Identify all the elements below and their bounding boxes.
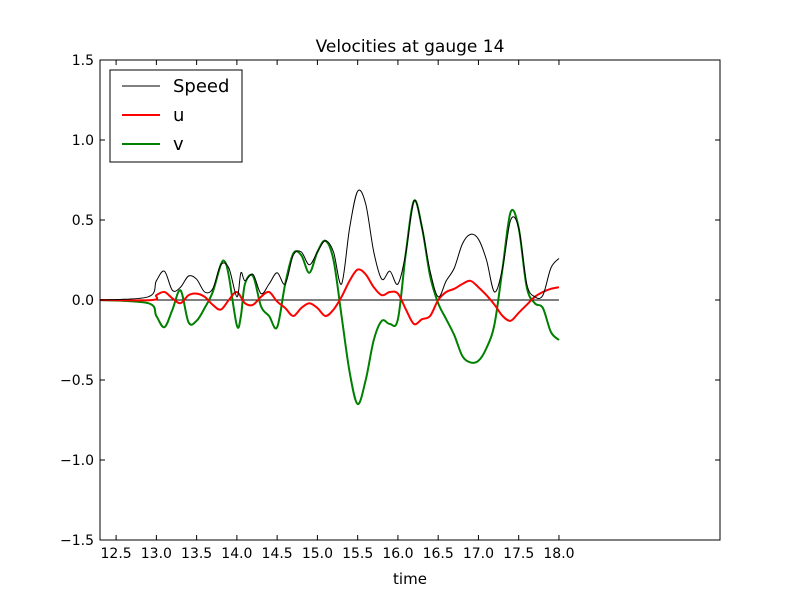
- y-tick-label: −1.0: [60, 453, 94, 469]
- x-axis-label: time: [393, 570, 427, 588]
- plot-area: 12.5 13.0 13.5 14.0 14.5 15.0 15.5 16.0 16.5 17.0…: [60, 53, 720, 562]
- chart-title: Velocities at gauge 14: [316, 37, 505, 57]
- series-line-u: [99, 268, 560, 326]
- y-tick-label: −1.5: [60, 533, 94, 549]
- legend-label-u: u: [173, 105, 184, 126]
- x-tick-label: 12.5: [101, 546, 132, 562]
- legend: Speed uv: [109, 69, 243, 163]
- x-tick-label: 14.5: [262, 546, 293, 562]
- x-tick-label: 17.5: [503, 546, 534, 562]
- plot-frame: [99, 59, 721, 541]
- x-tick-label: 16.0: [382, 546, 413, 562]
- y-tick-label: 1.0: [72, 133, 94, 149]
- y-tick-label: 1.5: [72, 53, 94, 69]
- x-tick-label: 13.0: [141, 546, 172, 562]
- series-line-speed: [99, 189, 560, 301]
- legend-label-v: v: [173, 134, 184, 155]
- x-tick-label: 17.0: [463, 546, 494, 562]
- y-tick-label: 0.0: [72, 293, 94, 309]
- x-tick-label: 18.0: [543, 546, 574, 562]
- legend-label-speed: Speed: [173, 76, 229, 97]
- y-tick-label: 0.5: [72, 213, 94, 229]
- x-tick-label: 13.5: [181, 546, 212, 562]
- x-tick-label: 15.0: [302, 546, 333, 562]
- x-tick-label: 14.0: [221, 546, 252, 562]
- x-tick-label: 16.5: [423, 546, 454, 562]
- x-tick-label: 15.5: [342, 546, 373, 562]
- series-line-v: [99, 199, 560, 406]
- y-tick-label: −0.5: [60, 373, 94, 389]
